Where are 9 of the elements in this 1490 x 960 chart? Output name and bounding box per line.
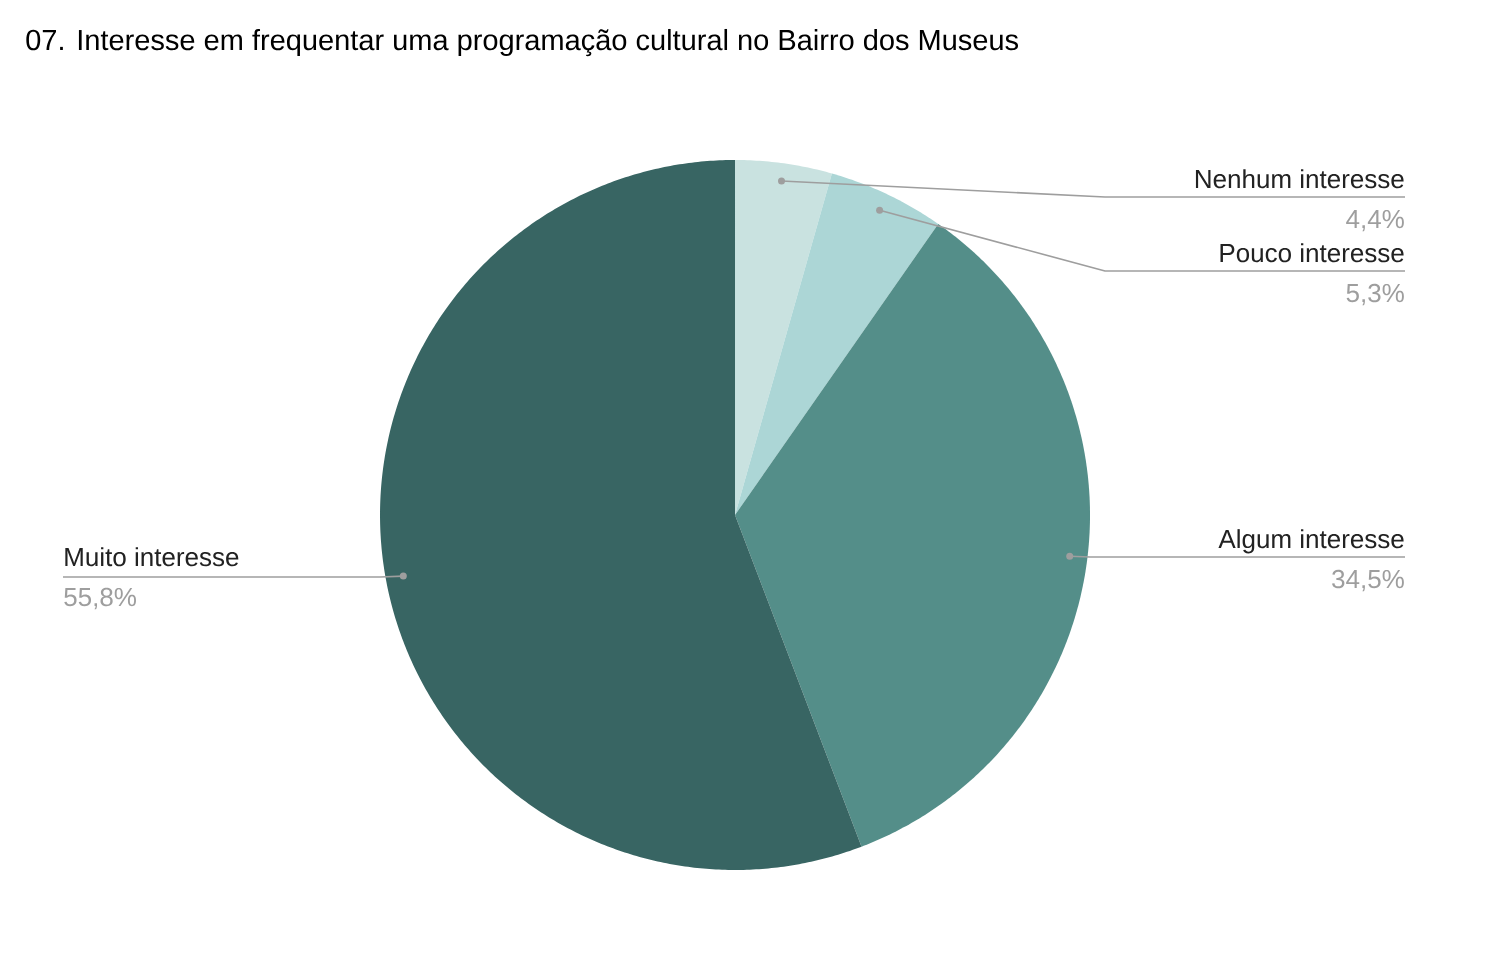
data-label: 4,4% bbox=[1346, 209, 1404, 232]
slice-label: Algum interesse bbox=[1218, 529, 1404, 554]
data-label: 5,3% bbox=[1346, 283, 1404, 306]
chart-title: 07. Interesse em frequentar uma programação cultural no Bairro dos Museus bbox=[26, 28, 1019, 57]
slice-label: Nenhum interesse bbox=[1195, 169, 1404, 189]
slice-label: Pouco interesse bbox=[1220, 243, 1404, 263]
slice-label: Muito interesse bbox=[65, 547, 239, 567]
data-label: 55,8% bbox=[64, 587, 136, 610]
data-label: 34,5% bbox=[1332, 569, 1404, 592]
